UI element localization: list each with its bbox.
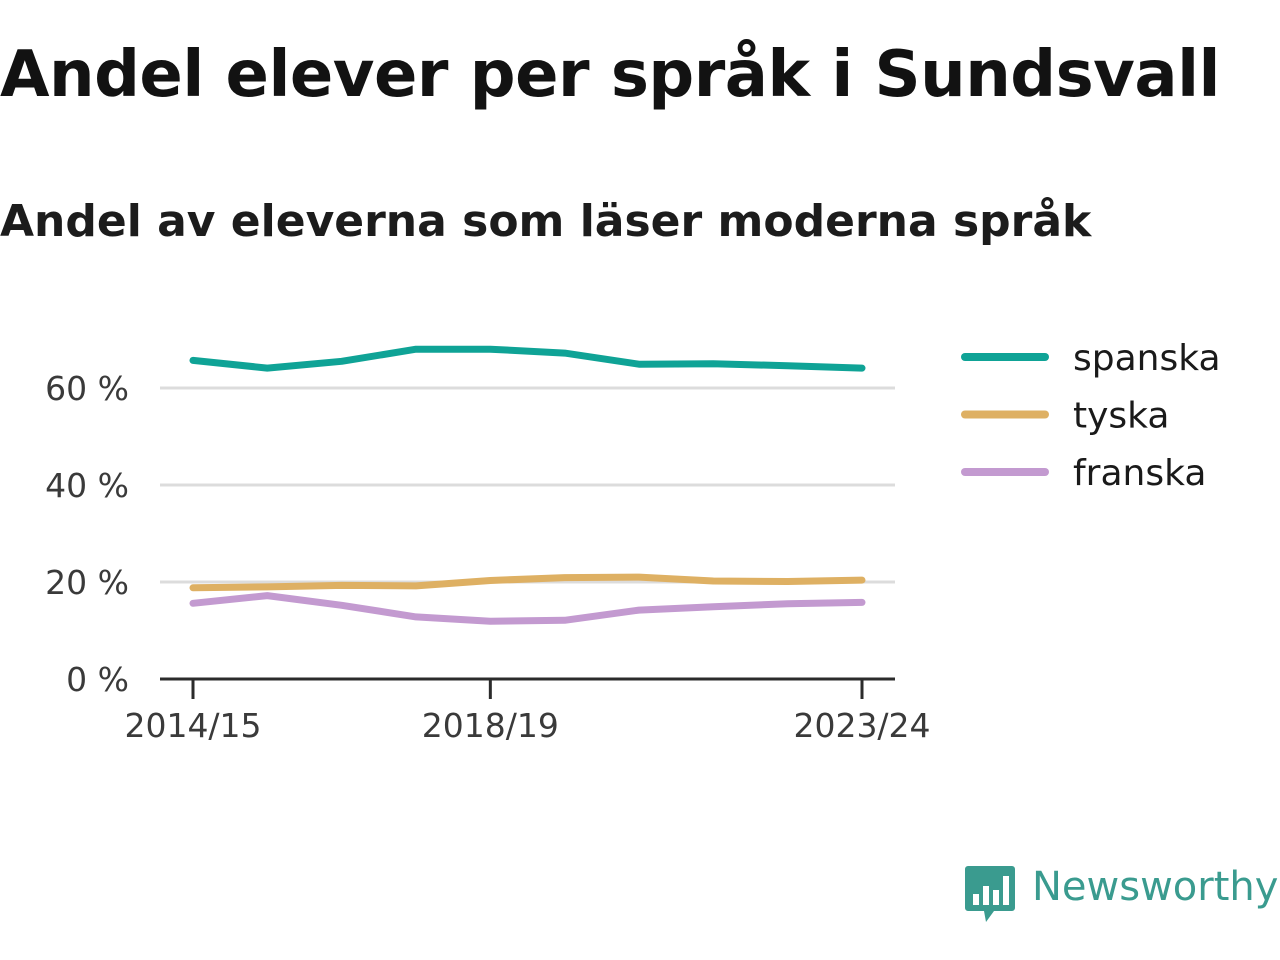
x-tick-label: 2023/24 <box>793 706 930 745</box>
y-tick-label: 0 % <box>66 660 129 699</box>
series-line-tyska <box>189 573 866 592</box>
y-tick-label: 20 % <box>45 563 129 602</box>
bar-chart-speech-bubble-icon <box>965 866 1015 922</box>
chart-title: Andel elever per språk i Sundsvall <box>0 38 1220 112</box>
brand-name: Newsworthy <box>1032 864 1279 910</box>
chart-subtitle: Andel av eleverna som läser moderna språ… <box>0 196 1092 247</box>
y-tick-label: 60 % <box>45 369 129 408</box>
series-line-franska <box>189 592 866 625</box>
series-line-spanska <box>189 345 866 372</box>
x-tick-label: 2018/19 <box>422 706 559 745</box>
legend-label-franska: franska <box>1073 453 1206 494</box>
newsworthy-logo: Newsworthy <box>964 864 1278 928</box>
legend-label-tyska: tyska <box>1073 396 1169 437</box>
legend-label-spanska: spanska <box>1073 338 1221 379</box>
y-tick-label: 40 % <box>45 466 129 505</box>
x-tick-label: 2014/15 <box>124 706 261 745</box>
line-chart: 0 % 20 % 40 % 60 % 2014/15 2018/19 2023/24 span… <box>45 338 1221 745</box>
